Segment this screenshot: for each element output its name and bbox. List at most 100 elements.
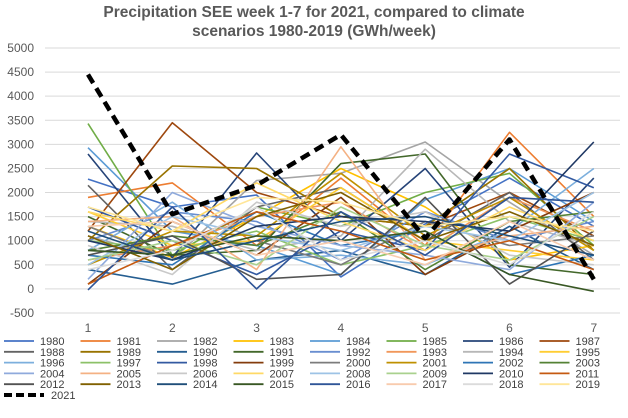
legend-item-2015: 2015 [233, 379, 294, 391]
legend-label: 2001 [423, 358, 447, 370]
legend-item-2014: 2014 [157, 379, 217, 391]
y-tick-label: 2500 [7, 161, 34, 175]
legend-item-1999: 1999 [233, 358, 294, 370]
legend-label: 2015 [270, 379, 294, 391]
legend-item-1996: 1996 [4, 358, 64, 370]
legend-label: 1996 [40, 358, 64, 370]
legend-label: 1997 [117, 358, 141, 370]
legend-label: 1991 [270, 347, 294, 359]
legend-label: 2000 [346, 358, 370, 370]
series-line-2013 [87, 191, 595, 271]
series-line-2006 [87, 201, 594, 276]
series-line-2021 [86, 73, 596, 281]
legend-label: 2010 [499, 368, 523, 380]
legend-item-1989: 1989 [80, 347, 141, 359]
legend-item-2021: 2021 [4, 390, 75, 402]
series-line-2016 [87, 196, 594, 291]
legend-item-2018: 2018 [463, 379, 523, 391]
legend-label: 2003 [576, 358, 600, 370]
legend-item-2019: 2019 [539, 379, 600, 391]
legend-item-1988: 1988 [4, 347, 64, 359]
legend-label: 1985 [423, 336, 447, 348]
legend-label: 2008 [346, 368, 370, 380]
legend-item-1990: 1990 [157, 347, 217, 359]
legend-item-1987: 1987 [539, 336, 600, 348]
legend-item-2001: 2001 [386, 358, 447, 370]
legend-item-2007: 2007 [233, 368, 294, 380]
legend-label: 2021 [51, 390, 75, 402]
legend-label: 2016 [346, 379, 370, 391]
legend-item-1984: 1984 [310, 336, 370, 348]
series-line-2011 [87, 211, 595, 285]
legend-label: 2011 [576, 368, 600, 380]
legend-label: 1993 [423, 347, 447, 359]
x-tick-label: 6 [506, 321, 513, 335]
legend-item-2012: 2012 [4, 379, 64, 391]
series-line-1981 [87, 131, 595, 247]
x-tick-label: 2 [169, 321, 176, 335]
legend-item-1994: 1994 [463, 347, 523, 359]
legend-label: 2009 [423, 368, 447, 380]
y-tick-label: 3000 [7, 137, 34, 151]
x-tick-label: 7 [590, 321, 597, 335]
legend-item-2009: 2009 [386, 368, 447, 380]
legend-item-2003: 2003 [539, 358, 600, 370]
legend-label: 1983 [270, 336, 294, 348]
legend-label: 2017 [423, 379, 447, 391]
x-tick-label: 3 [253, 321, 260, 335]
legend-label: 1992 [346, 347, 370, 359]
series-line-2019 [87, 196, 594, 232]
legend-item-1997: 1997 [80, 358, 141, 370]
legend-label: 2018 [499, 379, 523, 391]
series-line-2009 [87, 206, 595, 266]
chart-title-line-2: scenarios 1980-2019 (GWh/week) [192, 23, 436, 40]
y-tick-label: 3500 [7, 113, 34, 127]
series-line-2014 [87, 215, 594, 261]
legend-label: 1988 [40, 347, 64, 359]
legend-label: 1980 [40, 336, 64, 348]
legend-item-1993: 1993 [386, 347, 447, 359]
y-tick-label: 1500 [7, 210, 34, 224]
series-line-2004 [87, 191, 595, 280]
legend-item-1998: 1998 [157, 358, 217, 370]
legend-item-1992: 1992 [310, 347, 370, 359]
legend-label: 2019 [576, 379, 600, 391]
legend-label: 2013 [117, 379, 141, 391]
legend-label: 1981 [117, 336, 141, 348]
y-tick-label: -500 [10, 306, 34, 320]
legend-item-1995: 1995 [539, 347, 600, 359]
legend-label: 1986 [499, 336, 523, 348]
legend-item-1980: 1980 [4, 336, 64, 348]
legend-label: 2004 [40, 368, 64, 380]
series-line-2018 [87, 206, 595, 271]
legend-label: 1999 [270, 358, 294, 370]
legend-label: 2012 [40, 379, 64, 391]
legend-label: 2014 [193, 379, 217, 391]
series-line-2017 [87, 220, 595, 266]
chart-title-line-1: Precipitation SEE week 1-7 for 2021, com… [103, 4, 525, 21]
legend-label: 1995 [576, 347, 600, 359]
legend-label: 1989 [117, 347, 141, 359]
legend-item-2006: 2006 [157, 368, 217, 380]
legend-item-1985: 1985 [386, 336, 447, 348]
x-tick-label: 4 [338, 321, 345, 335]
legend-item-1991: 1991 [233, 347, 294, 359]
legend-item-2008: 2008 [310, 368, 370, 380]
legend-label: 2007 [270, 368, 294, 380]
legend-item-1981: 1981 [80, 336, 141, 348]
legend-item-1983: 1983 [233, 336, 294, 348]
legend-item-2004: 2004 [4, 368, 64, 380]
legend-label: 1998 [193, 358, 217, 370]
legend-label: 2006 [193, 368, 217, 380]
y-tick-label: 2000 [7, 186, 34, 200]
legend-item-2017: 2017 [386, 379, 447, 391]
legend-item-1982: 1982 [157, 336, 217, 348]
legend-item-1986: 1986 [463, 336, 523, 348]
legend-label: 1994 [499, 347, 523, 359]
legend-item-2000: 2000 [310, 358, 370, 370]
legend-item-2005: 2005 [80, 368, 141, 380]
legend-item-2011: 2011 [539, 368, 600, 380]
y-tick-label: 4000 [7, 89, 34, 103]
